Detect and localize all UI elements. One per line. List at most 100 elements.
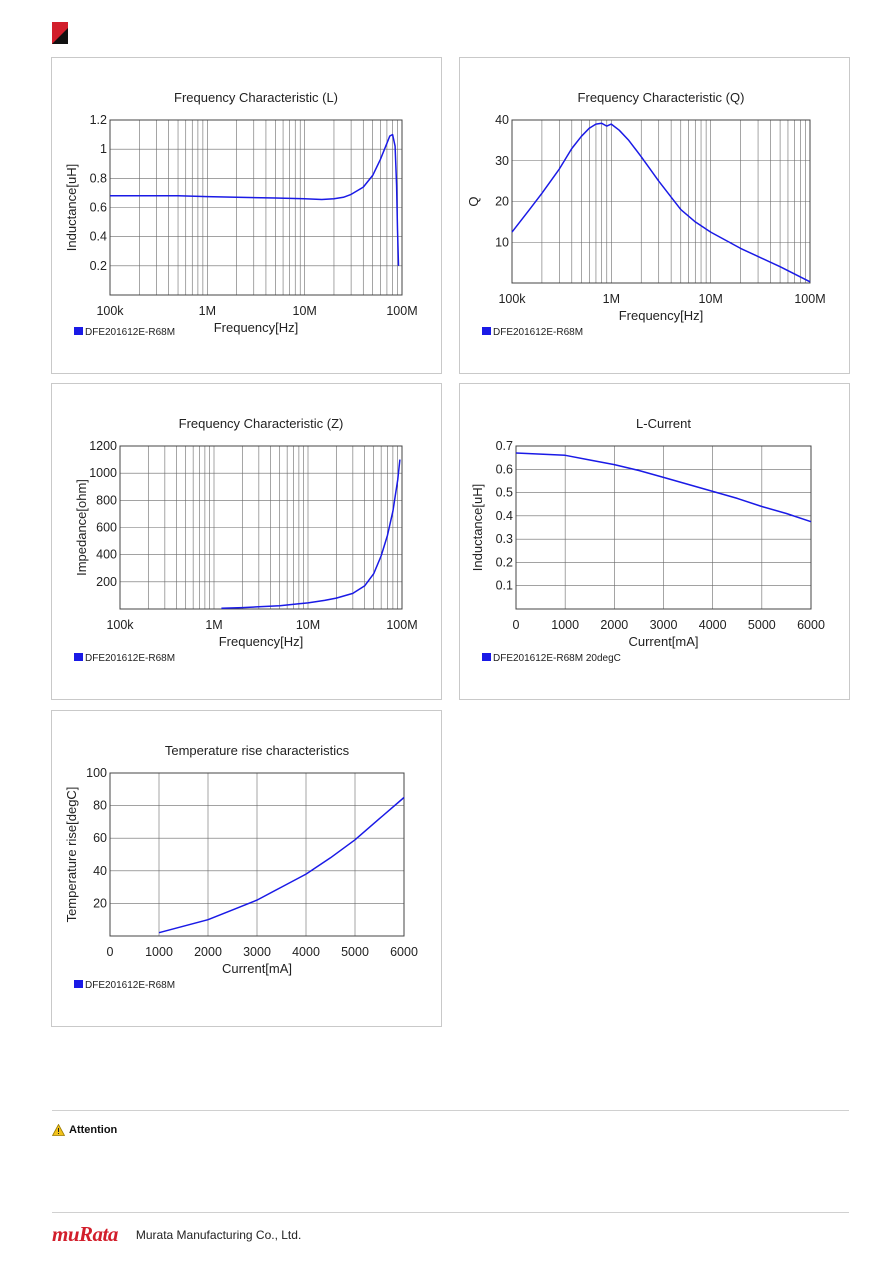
chart-panel-l-current: L-Current 0 1000 2000 3000 4000 5000 6000 0.1 0.2…	[459, 383, 850, 700]
x-tick-label: 3000	[650, 618, 678, 632]
x-tick-label: 100k	[106, 618, 134, 632]
y-tick-label: 0.1	[496, 579, 513, 593]
y-axis-label: Impedance[ohm]	[74, 479, 89, 576]
legend-swatch	[74, 980, 83, 988]
attention-divider	[52, 1110, 849, 1111]
attention-note: Attention	[52, 1124, 117, 1136]
x-tick-label: 100k	[498, 292, 526, 306]
y-tick-label: 0.3	[496, 532, 513, 546]
x-tick-label: 1M	[205, 618, 222, 632]
x-tick-label: 4000	[292, 945, 320, 959]
x-tick-label: 1000	[551, 618, 579, 632]
y-tick-label: 200	[96, 575, 117, 589]
chart-svg: L-Current 0 1000 2000 3000 4000 5000 6000 0.1 0.2…	[470, 416, 825, 664]
x-tick-label: 5000	[748, 618, 776, 632]
y-tick-label: 20	[93, 896, 107, 910]
y-axis-label: Inductance[uH]	[64, 164, 79, 251]
footer: muRata Murata Manufacturing Co., Ltd.	[52, 1222, 301, 1247]
plot-area	[119, 445, 403, 610]
y-tick-label: 40	[93, 864, 107, 878]
y-axis-label: Temperature rise[degC]	[64, 787, 79, 923]
series-line	[221, 459, 401, 610]
chart-title: Temperature rise characteristics	[165, 743, 350, 758]
x-tick-label: 10M	[293, 304, 317, 318]
chart-title: Frequency Characteristic (Q)	[578, 90, 745, 105]
x-axis-label: Frequency[Hz]	[214, 320, 299, 335]
y-tick-label: 100	[86, 766, 107, 780]
y-tick-label: 80	[93, 799, 107, 813]
y-tick-label: 10	[495, 235, 509, 249]
x-axis-label: Current[mA]	[628, 634, 698, 649]
legend-swatch	[482, 653, 491, 661]
series-line	[110, 133, 400, 266]
chart-panel-temperature-rise: Temperature rise characteristics 0 1000 200…	[51, 710, 442, 1027]
chart-panel-q-frequency: Frequency Characteristic (Q) 100k 1M 10M 100…	[459, 57, 850, 374]
attention-label: Attention	[69, 1124, 118, 1136]
x-tick-label: 4000	[699, 618, 727, 632]
legend-swatch	[482, 327, 491, 335]
legend-swatch	[74, 653, 83, 661]
y-tick-label: 20	[495, 195, 509, 209]
y-tick-label: 1000	[89, 466, 117, 480]
x-axis-label: Frequency[Hz]	[219, 634, 304, 649]
y-tick-label: 0.6	[496, 462, 513, 476]
y-tick-label: 0.4	[90, 230, 107, 244]
footer-divider	[52, 1212, 849, 1213]
x-axis-label: Current[mA]	[222, 961, 292, 976]
y-tick-label: 1.2	[90, 113, 107, 127]
x-axis-label: Frequency[Hz]	[619, 308, 704, 323]
x-tick-label: 100M	[794, 292, 825, 306]
y-tick-label: 0.6	[90, 201, 107, 215]
legend-swatch	[74, 327, 83, 335]
y-axis-label: Inductance[uH]	[470, 484, 485, 571]
warning-icon	[52, 1124, 65, 1136]
x-tick-label: 5000	[341, 945, 369, 959]
y-tick-label: 0.2	[496, 555, 513, 569]
y-tick-label: 400	[96, 548, 117, 562]
y-tick-label: 0.8	[90, 171, 107, 185]
chart-svg: Frequency Characteristic (Q) 100k 1M 10M 100…	[466, 90, 826, 338]
x-tick-label: 10M	[296, 618, 320, 632]
x-tick-label: 2000	[600, 618, 628, 632]
chart-panel-inductance-frequency: Frequency Characteristic (L) 100k 1M 10M 100…	[51, 57, 442, 374]
chart-svg: Frequency Characteristic (Z) 100k 1M 10M 100…	[74, 416, 418, 664]
x-tick-label: 0	[513, 618, 520, 632]
y-tick-label: 0.2	[90, 259, 107, 273]
y-axis-label: Q	[466, 196, 481, 206]
legend-label: DFE201612E-R68M	[85, 327, 175, 338]
y-tick-label: 600	[96, 521, 117, 535]
x-tick-label: 10M	[699, 292, 723, 306]
x-tick-label: 6000	[797, 618, 825, 632]
x-tick-label: 1000	[145, 945, 173, 959]
y-tick-label: 800	[96, 493, 117, 507]
legend-label: DFE201612E-R68M	[85, 980, 175, 991]
y-tick-label: 30	[495, 154, 509, 168]
chart-title: L-Current	[636, 416, 691, 431]
series-line	[158, 796, 405, 934]
legend-label: DFE201612E-R68M	[493, 327, 583, 338]
corner-brand-mark	[52, 22, 68, 44]
plot-area	[109, 119, 403, 296]
x-tick-label: 100M	[386, 618, 417, 632]
y-tick-label: 0.5	[496, 486, 513, 500]
chart-title: Frequency Characteristic (Z)	[179, 416, 344, 431]
series-line	[515, 452, 812, 523]
legend-label: DFE201612E-R68M 20degC	[493, 653, 621, 664]
company-name: Murata Manufacturing Co., Ltd.	[135, 1227, 302, 1242]
plot-area	[511, 119, 811, 284]
y-tick-label: 0.4	[496, 509, 513, 523]
x-tick-label: 100M	[386, 304, 417, 318]
x-tick-label: 100k	[96, 304, 124, 318]
series-line	[511, 122, 811, 283]
plot-area	[515, 445, 812, 610]
y-tick-label: 60	[93, 831, 107, 845]
chart-svg: Temperature rise characteristics 0 1000 200…	[64, 743, 418, 991]
x-tick-label: 3000	[243, 945, 271, 959]
plot-area	[109, 772, 405, 937]
chart-panel-impedance-frequency: Frequency Characteristic (Z) 100k 1M 10M 100…	[51, 383, 442, 700]
y-tick-label: 40	[495, 113, 509, 127]
chart-svg: Frequency Characteristic (L) 100k 1M 10M 100…	[64, 90, 418, 338]
y-tick-label: 0.7	[496, 439, 513, 453]
murata-logo: muRata	[52, 1222, 118, 1246]
y-tick-label: 1	[100, 142, 107, 156]
